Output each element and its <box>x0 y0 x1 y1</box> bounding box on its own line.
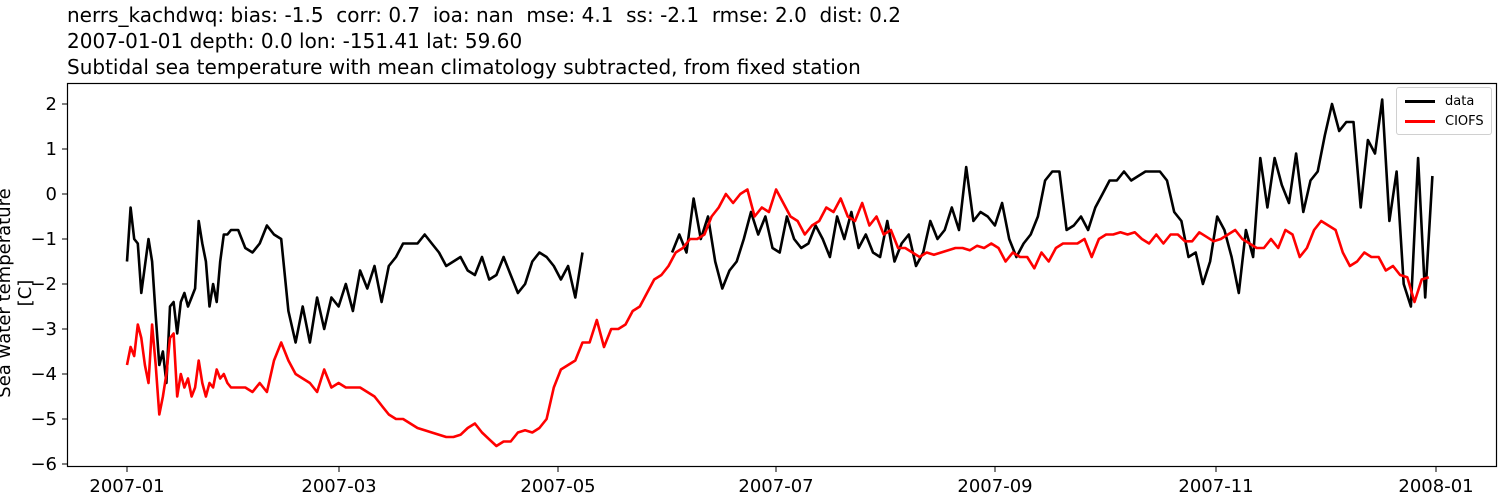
x-tick-label: 2008-01 <box>1398 476 1473 497</box>
legend-swatch-ciofs <box>1405 119 1435 123</box>
series-line-data <box>125 206 584 385</box>
legend: data CIOFS <box>1396 87 1492 135</box>
y-tick-label: −5 <box>30 409 57 430</box>
x-tick-label: 2007-01 <box>89 476 164 497</box>
legend-label-data: data <box>1445 93 1475 109</box>
chart-title-station-info: 2007-01-01 depth: 0.0 lon: -151.41 lat: … <box>67 29 523 53</box>
y-tick-label: 0 <box>46 184 57 205</box>
x-tick-label: 2007-03 <box>301 476 376 497</box>
y-tick-label: −1 <box>30 229 57 250</box>
y-axis-ticks: 2 1 0 −1 −2 −3 −4 −5 −6 <box>30 94 68 475</box>
y-axis-label: Sea water temperature [C] <box>0 188 36 398</box>
legend-item-data: data <box>1405 91 1474 111</box>
x-tick-label: 2007-11 <box>1178 476 1253 497</box>
y-tick-label: −6 <box>30 454 57 475</box>
plot-lines <box>125 98 1434 448</box>
legend-item-ciofs: CIOFS <box>1405 111 1484 131</box>
x-tick-label: 2007-05 <box>520 476 595 497</box>
chart-title-metrics: nerrs_kachdwq: bias: -1.5 corr: 0.7 ioa:… <box>67 3 901 27</box>
y-tick-label: −4 <box>30 364 57 385</box>
x-axis-ticks: 2007-01 2007-03 2007-05 2007-07 2007-09 2007-… <box>89 466 1474 497</box>
series-line-data <box>670 98 1434 308</box>
y-tick-label: −2 <box>30 274 57 295</box>
x-tick-label: 2007-07 <box>738 476 813 497</box>
chart-title-description: Subtidal sea temperature with mean clima… <box>67 55 861 79</box>
legend-label-ciofs: CIOFS <box>1445 113 1484 129</box>
y-tick-label: 1 <box>46 139 57 160</box>
y-tick-label: 2 <box>46 94 57 115</box>
series-line-ciofs <box>125 188 1430 448</box>
legend-swatch-data <box>1405 99 1435 103</box>
axes-frame <box>66 82 1498 468</box>
x-tick-label: 2007-09 <box>957 476 1032 497</box>
y-tick-label: −3 <box>30 319 57 340</box>
